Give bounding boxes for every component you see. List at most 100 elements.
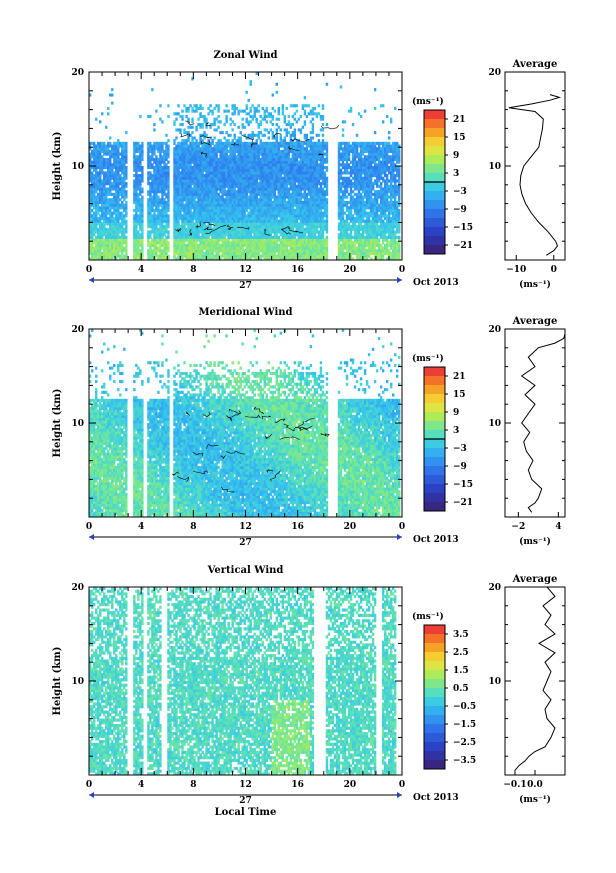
panel-title: Vertical Wind — [207, 565, 284, 576]
colorbar-tick-label: 2.5 — [453, 648, 469, 658]
x-tick-label: 8 — [190, 780, 196, 790]
x-tick-label: 0 — [86, 780, 92, 790]
colorbar-tick-label: 1.5 — [453, 666, 469, 676]
date-day-label: 27 — [239, 796, 252, 806]
colorbar-swatch — [424, 191, 445, 200]
average-title: Average — [512, 316, 558, 327]
average-title: Average — [512, 574, 558, 585]
colorbar-swatch — [424, 164, 445, 173]
colorbar-swatch — [424, 128, 445, 137]
colorbar-tick-label: −1.5 — [453, 720, 476, 730]
date-day-label: 27 — [239, 538, 252, 548]
colorbar-swatch — [424, 376, 445, 385]
colorbar-tick-label: −9 — [453, 462, 467, 472]
date-axis-end-marker — [397, 534, 402, 540]
colorbar-tick-label: 21 — [453, 115, 466, 125]
x-tick-label: 0 — [399, 265, 405, 275]
y-axis-label: Height (km) — [52, 647, 63, 716]
colorbar-swatch — [424, 652, 445, 661]
average-x-axis-label: (ms⁻¹) — [519, 794, 551, 805]
average-y-tick-label: 20 — [488, 325, 501, 335]
colorbar-swatch — [424, 385, 445, 394]
average-profile-line — [515, 587, 555, 770]
date-month-label: Oct 2013 — [413, 793, 459, 803]
x-tick-label: 0 — [399, 522, 405, 532]
colorbar-tick-label: 21 — [453, 372, 466, 382]
date-axis-end-marker — [397, 792, 402, 798]
colorbar-swatch — [424, 661, 445, 670]
colorbar-swatch — [424, 751, 445, 760]
colorbar-tick-label: −2.5 — [453, 738, 476, 748]
colorbar-unit: (ms⁻¹) — [412, 353, 444, 364]
y-axis-label: Height (km) — [52, 132, 63, 201]
colorbar-swatch — [424, 137, 445, 146]
wind-figure: Zonal Wind1020Height (km)0 4 8 12 16 20 027 Oct… — [0, 0, 616, 873]
heatmap-cells — [89, 72, 400, 260]
colorbar-tick-label: −3.5 — [453, 756, 476, 766]
average-frame — [505, 72, 565, 260]
colorbar-unit: (ms⁻¹) — [412, 96, 444, 107]
colorbar-tick-label: −21 — [453, 241, 473, 251]
colorbar-swatch — [424, 634, 445, 643]
colorbar-swatch — [424, 706, 445, 715]
average-x-tick-label: −10 — [506, 265, 526, 275]
heatmap-cells — [89, 587, 396, 775]
colorbar-swatch — [424, 430, 445, 439]
x-tick-label: 0 — [399, 780, 405, 790]
x-tick-label: 0 — [86, 265, 92, 275]
heatmap-cells — [89, 329, 400, 517]
x-tick-label: 12 — [239, 522, 252, 532]
average-y-tick-label: 20 — [488, 583, 501, 593]
average-frame — [505, 587, 565, 775]
x-tick-label: 4 — [138, 780, 144, 790]
colorbar-tick-label: −3 — [453, 187, 467, 197]
average-profile-line — [522, 329, 565, 512]
colorbar-swatch — [424, 227, 445, 236]
colorbar-tick-label: −15 — [453, 480, 473, 490]
x-tick-label: 4 — [138, 522, 144, 532]
x-tick-label: 8 — [190, 522, 196, 532]
y-tick-label: 20 — [71, 583, 84, 593]
average-x-tick-label: 4 — [555, 522, 561, 532]
colorbar-swatch — [424, 173, 445, 182]
colorbar-tick-label: −0.5 — [453, 702, 476, 712]
y-tick-label: 10 — [71, 677, 84, 687]
colorbar-swatch — [424, 679, 445, 688]
colorbar-swatch — [424, 475, 445, 484]
colorbar-unit: (ms⁻¹) — [412, 611, 444, 622]
date-axis-start-marker — [89, 534, 94, 540]
colorbar-tick-label: 3 — [453, 426, 459, 436]
y-tick-label: 20 — [71, 68, 84, 78]
colorbar-swatch — [424, 412, 445, 421]
colorbar-tick-label: 9 — [453, 408, 459, 418]
date-month-label: Oct 2013 — [413, 278, 459, 288]
x-tick-label: 20 — [344, 522, 357, 532]
colorbar-swatch — [424, 367, 445, 376]
colorbar-swatch — [424, 742, 445, 751]
colorbar-swatch — [424, 200, 445, 209]
colorbar-swatch — [424, 466, 445, 475]
colorbar-swatch — [424, 457, 445, 466]
x-tick-label: 12 — [239, 265, 252, 275]
colorbar-tick-label: −21 — [453, 498, 473, 508]
colorbar-tick-label: 15 — [453, 390, 466, 400]
x-tick-label: 4 — [138, 265, 144, 275]
average-profile-line — [509, 95, 560, 256]
average-y-tick-label: 10 — [488, 419, 501, 429]
colorbar-tick-label: 3.5 — [453, 630, 469, 640]
colorbar-tick-label: −3 — [453, 444, 467, 454]
colorbar-swatch — [424, 724, 445, 733]
colorbar-tick-label: 3 — [453, 169, 459, 179]
colorbar-tick-label: 0.5 — [453, 684, 469, 694]
colorbar-tick-label: −9 — [453, 205, 467, 215]
average-x-tick-label: 0 — [551, 265, 557, 275]
colorbar-swatch — [424, 439, 445, 448]
colorbar-swatch — [424, 421, 445, 430]
colorbar-swatch — [424, 110, 445, 119]
colorbar-swatch — [424, 625, 445, 634]
colorbar-swatch — [424, 155, 445, 164]
